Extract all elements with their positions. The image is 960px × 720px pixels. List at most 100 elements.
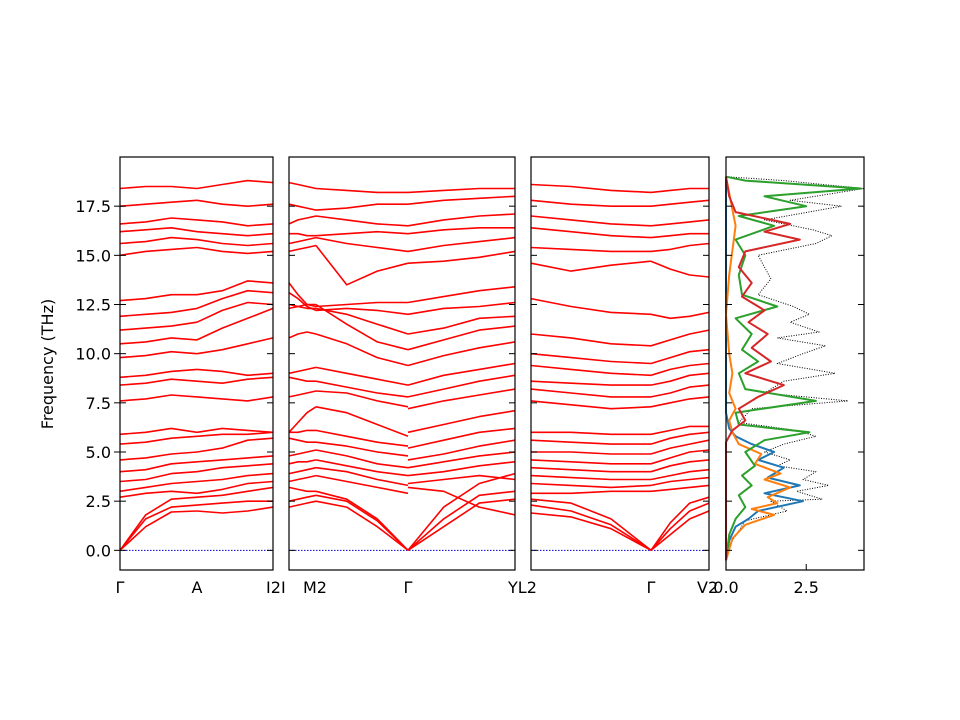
band-line bbox=[530, 215, 652, 227]
band-line bbox=[530, 297, 652, 316]
band-line bbox=[196, 486, 274, 498]
band-line bbox=[288, 500, 317, 508]
band-line bbox=[119, 293, 197, 302]
band-line bbox=[288, 303, 316, 310]
band-line bbox=[119, 435, 198, 445]
band-line bbox=[530, 504, 652, 551]
band-line bbox=[407, 472, 516, 551]
band-line bbox=[650, 425, 709, 436]
band-line bbox=[650, 502, 710, 551]
x-tick-label: I bbox=[281, 578, 286, 597]
band-line bbox=[407, 250, 516, 264]
band-line bbox=[407, 461, 516, 477]
band-line bbox=[119, 185, 198, 190]
band-line bbox=[196, 463, 274, 473]
band-line bbox=[530, 260, 652, 272]
band-line bbox=[288, 203, 317, 211]
band-line bbox=[196, 376, 274, 384]
dos-x-tick-label: 2.5 bbox=[794, 578, 819, 597]
band-line bbox=[650, 476, 710, 487]
band-line bbox=[288, 181, 317, 190]
band-line bbox=[196, 437, 274, 453]
band-line bbox=[650, 496, 710, 551]
band-line bbox=[407, 341, 516, 367]
band-line bbox=[119, 470, 198, 483]
band-line bbox=[119, 451, 198, 461]
band-line bbox=[315, 236, 409, 253]
y-tick-label: 7.5 bbox=[86, 394, 111, 413]
panel-frame bbox=[530, 156, 710, 571]
band-line bbox=[119, 337, 198, 345]
band-line bbox=[315, 500, 409, 551]
band-line bbox=[119, 480, 198, 493]
band-line bbox=[407, 409, 516, 434]
band-line bbox=[119, 321, 198, 331]
band-line bbox=[650, 348, 710, 365]
panel-frame bbox=[119, 156, 274, 571]
band-line bbox=[530, 482, 652, 489]
band-line bbox=[315, 187, 408, 194]
band-line bbox=[288, 466, 317, 475]
band-panel-2 bbox=[288, 156, 516, 571]
band-line bbox=[196, 179, 274, 190]
band-line bbox=[196, 219, 274, 227]
y-tick-label: 15.0 bbox=[75, 246, 111, 265]
band-line bbox=[196, 472, 274, 483]
band-line bbox=[196, 396, 274, 402]
y-tick-label: 5.0 bbox=[86, 443, 111, 462]
x-tick-label: Γ bbox=[647, 578, 656, 597]
band-line bbox=[315, 429, 409, 447]
band-panels: Γ A I2 I M2 Γ YL2 Γ V2 bbox=[116, 156, 718, 597]
band-line bbox=[650, 372, 710, 386]
band-line bbox=[530, 512, 652, 552]
band-line bbox=[650, 311, 710, 320]
dos-frame bbox=[725, 156, 865, 571]
band-line bbox=[119, 427, 198, 436]
y-tick-label: 2.5 bbox=[86, 492, 111, 511]
band-line bbox=[531, 451, 651, 455]
band-line bbox=[289, 232, 316, 237]
band-line bbox=[407, 427, 516, 449]
band-line bbox=[407, 213, 516, 227]
band-line bbox=[119, 490, 198, 498]
band-line bbox=[119, 199, 198, 207]
band-line bbox=[196, 289, 274, 310]
band-line bbox=[315, 333, 409, 367]
band-line bbox=[530, 439, 651, 445]
band-line bbox=[407, 362, 516, 386]
y-tick-label: 17.5 bbox=[75, 197, 111, 216]
band-line bbox=[196, 480, 274, 495]
dos-curve bbox=[725, 176, 792, 561]
band-line bbox=[650, 329, 710, 347]
band-line bbox=[315, 366, 409, 386]
panel-frame bbox=[288, 156, 516, 571]
band-line bbox=[407, 498, 516, 551]
band-line bbox=[315, 301, 408, 308]
band-line bbox=[119, 217, 198, 225]
band-line bbox=[288, 331, 317, 339]
band-line bbox=[119, 378, 198, 386]
band-line bbox=[119, 461, 198, 473]
band-line bbox=[288, 494, 317, 502]
band-line bbox=[119, 394, 198, 402]
y-axis-label: Frequency (THz) bbox=[38, 299, 57, 429]
band-line bbox=[650, 459, 710, 473]
band-line bbox=[315, 490, 409, 551]
band-line bbox=[288, 459, 317, 465]
x-tick-label: V2 bbox=[697, 578, 718, 597]
band-line bbox=[288, 282, 317, 308]
band-line bbox=[288, 292, 317, 312]
band-line bbox=[407, 195, 516, 205]
band-line bbox=[650, 384, 710, 398]
y-tick-label: 10.0 bbox=[75, 345, 111, 364]
band-line bbox=[650, 199, 710, 207]
band-line bbox=[289, 429, 316, 434]
band-line bbox=[407, 286, 516, 304]
band-line bbox=[407, 474, 516, 485]
band-line bbox=[315, 474, 409, 495]
band-line bbox=[288, 366, 317, 375]
x-tick-label: YL2 bbox=[507, 578, 537, 597]
band-line bbox=[530, 498, 652, 551]
band-line bbox=[196, 368, 274, 377]
